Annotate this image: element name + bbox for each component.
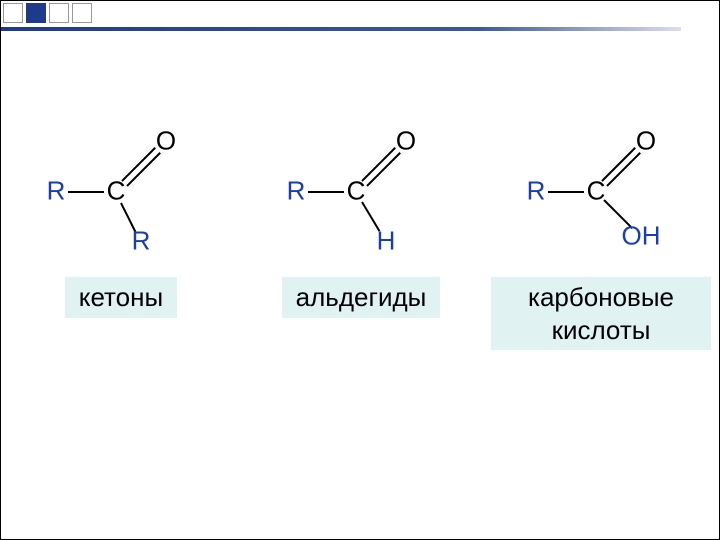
decor-square xyxy=(72,3,92,23)
atom-r1: R xyxy=(287,176,306,207)
atom-c: C xyxy=(347,176,366,207)
decor-square xyxy=(49,3,69,23)
aldehyde-label: альдегиды xyxy=(282,277,441,318)
bond xyxy=(122,148,156,182)
aldehyde-structure: R CO H xyxy=(276,121,446,261)
atom-r2: R xyxy=(132,226,151,257)
atom-c: C xyxy=(587,176,606,207)
aldehyde-column: R CO H альдегиды xyxy=(251,121,471,318)
corner-decoration xyxy=(1,1,94,25)
carboxylic-acid-structure: R CO OH xyxy=(516,121,686,261)
atom-r1: R xyxy=(527,176,546,207)
atom-c: C xyxy=(107,176,126,207)
bond xyxy=(548,191,584,193)
bond xyxy=(308,191,344,193)
decor-square-filled xyxy=(26,3,46,23)
carboxylic-acid-column: R CO OH карбоновые кислоты xyxy=(491,121,711,350)
decor-square xyxy=(3,3,23,23)
atom-o: O xyxy=(636,126,656,157)
structures-row: RCOR кетоны RCOH альдегиды RCOOH карбоно… xyxy=(1,121,720,350)
atom-o: O xyxy=(156,126,176,157)
header-divider-line xyxy=(1,27,681,31)
bond xyxy=(68,191,104,193)
carboxylic-acid-label: карбоновые кислоты xyxy=(491,277,711,350)
bond xyxy=(362,148,396,182)
atom-h: H xyxy=(377,226,396,257)
bond xyxy=(602,148,636,182)
ketone-column: RCOR кетоны xyxy=(11,121,231,318)
atom-r1: R xyxy=(47,176,66,207)
ketone-label: кетоны xyxy=(65,277,177,318)
atom-o: O xyxy=(396,126,416,157)
ketone-structure: RCOR xyxy=(36,121,206,261)
atom-oh: OH xyxy=(622,221,661,252)
